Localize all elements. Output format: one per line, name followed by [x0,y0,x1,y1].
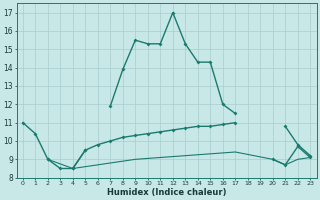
X-axis label: Humidex (Indice chaleur): Humidex (Indice chaleur) [107,188,226,197]
